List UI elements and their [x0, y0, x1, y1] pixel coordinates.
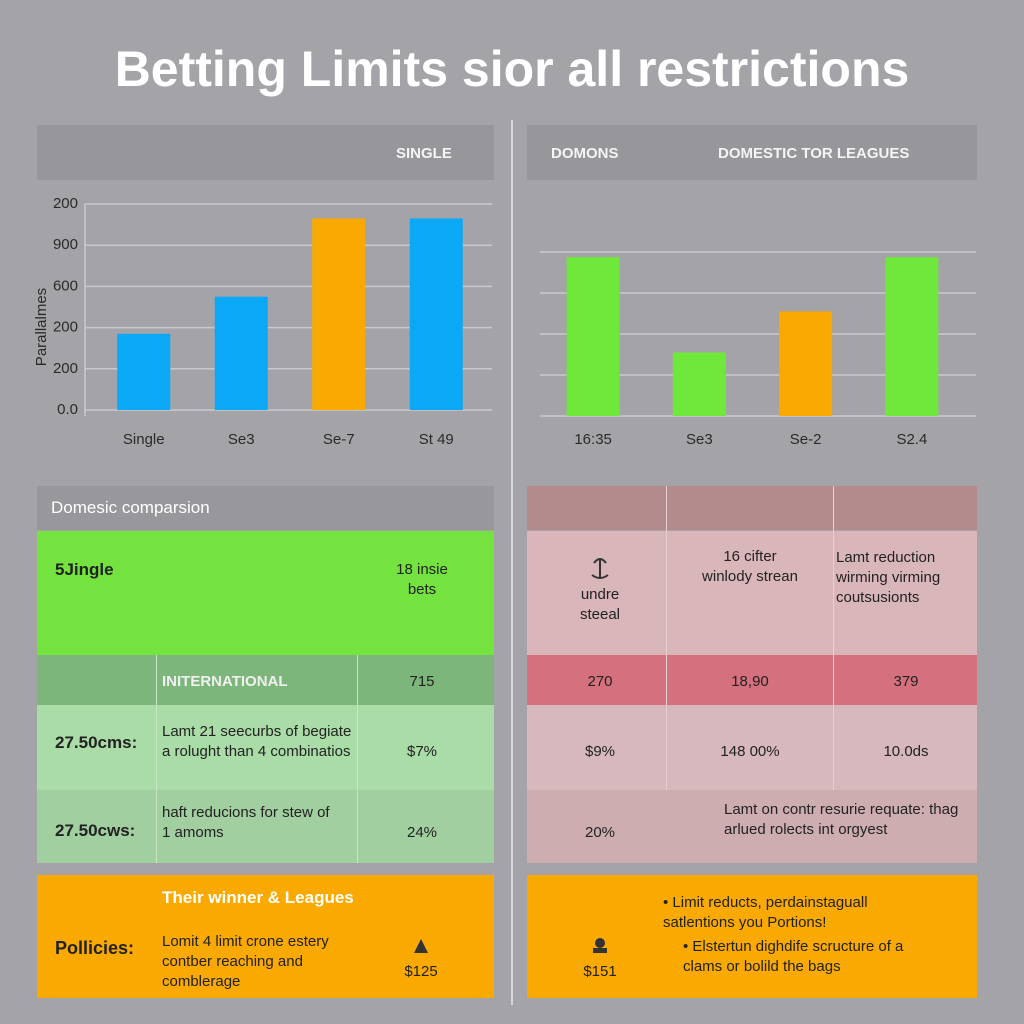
box-amount: $125 [404, 963, 438, 980]
bullet-text: Limit reducts, perdainstaguall satlentio… [663, 894, 868, 931]
cell: 148 00% [720, 743, 780, 760]
cell: 27.50cws: [55, 821, 136, 840]
table-header [527, 486, 977, 530]
table-header [37, 486, 494, 530]
y-tick-label: 200 [53, 195, 78, 212]
cell-border [666, 486, 667, 790]
table-row [527, 705, 977, 790]
cell: Lamt reduction wirming virming coutsusio… [836, 549, 941, 606]
x-tick-label: Se3 [686, 431, 713, 448]
box-amount: $151 [583, 963, 617, 980]
chart-header [37, 125, 494, 180]
y-axis-label: Parallalmes [33, 288, 50, 366]
cell-border [833, 486, 834, 790]
table-row [527, 531, 977, 655]
y-tick-label: 900 [53, 236, 78, 253]
bar [779, 311, 833, 416]
cell: 27.50cms: [55, 733, 138, 752]
box-icon [593, 938, 607, 953]
bar [312, 218, 366, 410]
policy-box [527, 875, 977, 998]
x-tick-label: St 49 [419, 431, 454, 448]
cell: 5Jingle [55, 560, 114, 579]
cell: Lamt 21 seecurbs of begiate a rolught th… [162, 723, 352, 760]
cell: 379 [893, 673, 919, 690]
bar [885, 257, 939, 416]
bar [672, 352, 726, 416]
cell-border [357, 655, 358, 863]
y-tick-label: 600 [53, 277, 78, 294]
box-label: Pollicies: [55, 938, 135, 958]
x-tick-label: Single [123, 431, 165, 448]
box-bullet: • Elstertun dighdife scructure of a clam… [683, 938, 904, 975]
cell: 24% [406, 824, 438, 841]
cell: haft reducions for stew of 1 amoms [162, 804, 330, 841]
table-row [527, 790, 977, 863]
table-row [37, 790, 494, 863]
chart-header [527, 125, 977, 180]
bar [117, 333, 171, 410]
x-tick-label: Se-7 [323, 431, 355, 448]
x-tick-label: Se-2 [790, 431, 822, 448]
cell-border [156, 655, 157, 863]
cell: $7% [406, 743, 438, 760]
cell: $9% [584, 743, 616, 760]
y-tick-label: 0.0 [57, 401, 78, 418]
page-title: Betting Limits sior all restrictions [114, 41, 910, 97]
bar [214, 296, 268, 410]
box-icon [414, 939, 428, 953]
chart-header-text: DOMONS [551, 145, 619, 162]
cell: Lamt on contr resurie requate: thag arlu… [724, 801, 959, 838]
bullet-text: Elstertun dighdife scructure of a clams … [683, 938, 904, 975]
table-row [37, 655, 494, 705]
box-bullet: • Limit reducts, perdainstaguall satlent… [663, 894, 868, 931]
cell-icon [591, 558, 609, 579]
cell: 18,90 [731, 673, 769, 690]
cell: undre steeal [579, 586, 621, 623]
y-tick-label: 200 [53, 360, 78, 377]
cell: 16 cifter winlody strean [702, 548, 798, 585]
policy-box [37, 875, 494, 998]
cell: 20% [584, 824, 616, 841]
cell: 270 [587, 673, 613, 690]
cell: 18 insie bets [396, 561, 448, 598]
bar [566, 257, 620, 416]
box-heading: Their winner & Leagues [162, 888, 354, 907]
table-header-text: Domesic comparsion [51, 498, 210, 517]
table-row [527, 655, 977, 705]
cell: 10.0ds [883, 743, 929, 760]
x-tick-label: Se3 [228, 431, 255, 448]
cell: 715 [409, 673, 435, 690]
y-tick-label: 200 [53, 319, 78, 336]
box-text: Lomit 4 limit crone estery contber reach… [162, 933, 329, 990]
table-row [37, 531, 494, 655]
chart-header-text: SINGLE [396, 145, 452, 162]
cell: INITERNATIONAL [162, 673, 288, 690]
divider [511, 120, 513, 1005]
x-tick-label: 16:35 [574, 431, 612, 448]
x-tick-label: S2.4 [896, 431, 927, 448]
bar [409, 218, 463, 410]
chart-header-text: DOMESTIC TOR LEAGUES [718, 145, 910, 162]
table-row [37, 705, 494, 790]
